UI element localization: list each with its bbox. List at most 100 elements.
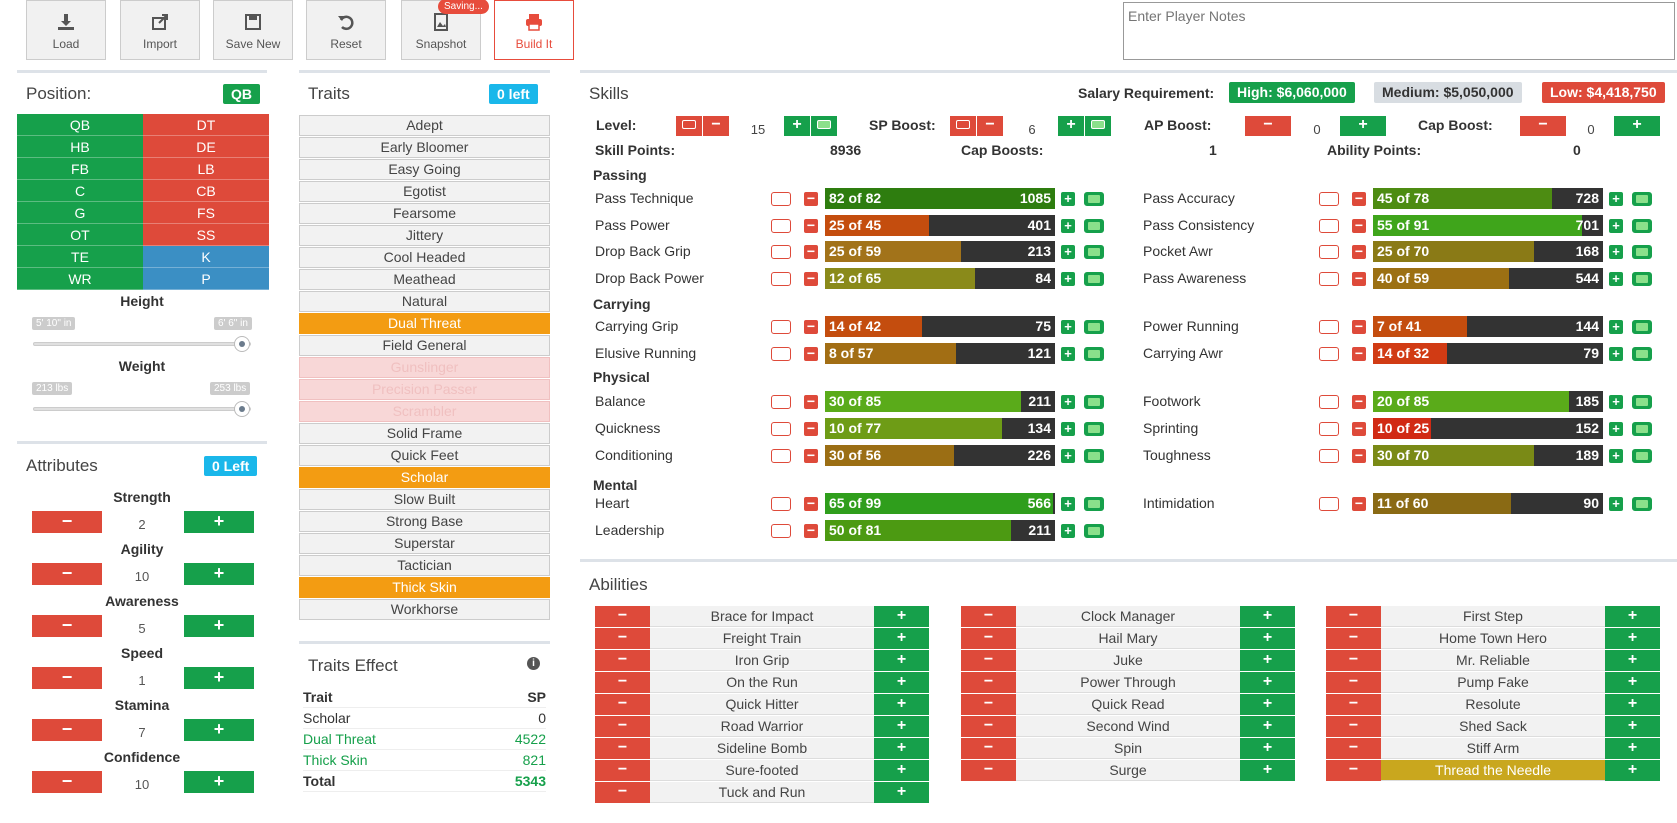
ability-pump-fake-minus-button[interactable]: − — [1326, 672, 1381, 693]
sp-boost-minus-button[interactable]: − — [977, 116, 1003, 136]
level-plus-button[interactable]: + — [784, 116, 810, 136]
cap-boost-minus-button[interactable]: − — [1520, 116, 1566, 136]
ability-spin-minus-button[interactable]: − — [961, 738, 1016, 759]
position-wr[interactable]: WR — [17, 268, 143, 290]
pocket-awr-min-button[interactable] — [1319, 245, 1339, 259]
stamina-minus-button[interactable]: − — [32, 719, 102, 741]
ability-second-wind-minus-button[interactable]: − — [961, 716, 1016, 737]
pocket-awr-plus-button[interactable]: + — [1609, 245, 1623, 259]
pass-awareness-plus-button[interactable]: + — [1609, 272, 1623, 286]
leadership-plus-button[interactable]: + — [1061, 524, 1075, 538]
carrying-awr-max-button[interactable] — [1632, 347, 1652, 361]
sprinting-minus-button[interactable]: − — [1352, 421, 1366, 436]
ability-juke-plus-button[interactable]: + — [1240, 650, 1295, 671]
ability-brace-for-impact-minus-button[interactable]: − — [595, 606, 650, 627]
position-cb[interactable]: CB — [143, 180, 269, 202]
ability-freight-train-minus-button[interactable]: − — [595, 628, 650, 649]
ability-road-warrior-plus-button[interactable]: + — [874, 716, 929, 737]
pass-consistency-minus-button[interactable]: − — [1352, 218, 1366, 233]
position-ot[interactable]: OT — [17, 224, 143, 246]
pass-power-minus-button[interactable]: − — [804, 218, 818, 233]
agility-value[interactable]: 10 — [102, 563, 182, 585]
snapshot-button[interactable]: Saving... Snapshot — [401, 0, 489, 60]
footwork-minus-button[interactable]: − — [1352, 394, 1366, 409]
drop-back-grip-max-button[interactable] — [1084, 245, 1104, 259]
balance-max-button[interactable] — [1084, 395, 1104, 409]
awareness-value[interactable]: 5 — [102, 615, 182, 637]
ability-hail-mary-plus-button[interactable]: + — [1240, 628, 1295, 649]
strength-plus-button[interactable]: + — [184, 511, 254, 533]
balance-minus-button[interactable]: − — [804, 394, 818, 409]
ability-first-step[interactable]: First Step — [1381, 606, 1605, 627]
trait-slow-built[interactable]: Slow Built — [299, 489, 550, 510]
pass-power-min-button[interactable] — [771, 219, 791, 233]
stamina-value[interactable]: 7 — [102, 719, 182, 741]
ability-juke[interactable]: Juke — [1016, 650, 1240, 671]
stamina-plus-button[interactable]: + — [184, 719, 254, 741]
position-c[interactable]: C — [17, 180, 143, 202]
ability-quick-hitter[interactable]: Quick Hitter — [650, 694, 874, 715]
ability-clock-manager-plus-button[interactable]: + — [1240, 606, 1295, 627]
cap-boost-plus-button[interactable]: + — [1614, 116, 1660, 136]
carrying-awr-plus-button[interactable]: + — [1609, 347, 1623, 361]
trait-natural[interactable]: Natural — [299, 291, 550, 312]
drop-back-power-minus-button[interactable]: − — [804, 271, 818, 286]
ability-spin-plus-button[interactable]: + — [1240, 738, 1295, 759]
height-slider[interactable] — [33, 342, 251, 346]
footwork-min-button[interactable] — [1319, 395, 1339, 409]
sp-boost-max-button[interactable] — [1085, 116, 1111, 136]
ability-sure-footed[interactable]: Sure-footed — [650, 760, 874, 781]
ability-freight-train-plus-button[interactable]: + — [874, 628, 929, 649]
trait-thick-skin[interactable]: Thick Skin — [299, 577, 550, 598]
quickness-min-button[interactable] — [771, 422, 791, 436]
position-hb[interactable]: HB — [17, 136, 143, 158]
build-it-button[interactable]: Build It — [494, 0, 574, 60]
intimidation-plus-button[interactable]: + — [1609, 497, 1623, 511]
trait-dual-threat[interactable]: Dual Threat — [299, 313, 550, 334]
ability-pump-fake[interactable]: Pump Fake — [1381, 672, 1605, 693]
position-qb[interactable]: QB — [17, 114, 143, 136]
pass-awareness-minus-button[interactable]: − — [1352, 271, 1366, 286]
ability-mr-reliable-plus-button[interactable]: + — [1605, 650, 1660, 671]
drop-back-power-min-button[interactable] — [771, 272, 791, 286]
trait-scholar[interactable]: Scholar — [299, 467, 550, 488]
ability-quick-hitter-plus-button[interactable]: + — [874, 694, 929, 715]
sp-boost-plus-button[interactable]: + — [1058, 116, 1084, 136]
trait-solid-frame[interactable]: Solid Frame — [299, 423, 550, 444]
pass-technique-minus-button[interactable]: − — [804, 191, 818, 206]
strength-minus-button[interactable]: − — [32, 511, 102, 533]
ability-clock-manager-minus-button[interactable]: − — [961, 606, 1016, 627]
ability-spin[interactable]: Spin — [1016, 738, 1240, 759]
level-value[interactable]: 15 — [750, 122, 766, 137]
trait-easy-going[interactable]: Easy Going — [299, 159, 550, 180]
ability-tuck-and-run-plus-button[interactable]: + — [874, 782, 929, 803]
toughness-minus-button[interactable]: − — [1352, 448, 1366, 463]
trait-precision-passer[interactable]: Precision Passer — [299, 379, 550, 400]
ability-stiff-arm-plus-button[interactable]: + — [1605, 738, 1660, 759]
ability-sideline-bomb-plus-button[interactable]: + — [874, 738, 929, 759]
position-g[interactable]: G — [17, 202, 143, 224]
intimidation-max-button[interactable] — [1632, 497, 1652, 511]
agility-minus-button[interactable]: − — [32, 563, 102, 585]
ability-sure-footed-plus-button[interactable]: + — [874, 760, 929, 781]
level-min-button[interactable] — [676, 116, 702, 136]
ability-first-step-minus-button[interactable]: − — [1326, 606, 1381, 627]
ability-thread-the-needle[interactable]: Thread the Needle — [1381, 760, 1605, 781]
leadership-minus-button[interactable]: − — [804, 523, 818, 538]
position-te[interactable]: TE — [17, 246, 143, 268]
balance-min-button[interactable] — [771, 395, 791, 409]
pass-awareness-min-button[interactable] — [1319, 272, 1339, 286]
trait-egotist[interactable]: Egotist — [299, 181, 550, 202]
pass-power-max-button[interactable] — [1084, 219, 1104, 233]
trait-workhorse[interactable]: Workhorse — [299, 599, 550, 620]
import-button[interactable]: Import — [120, 0, 200, 60]
sprinting-plus-button[interactable]: + — [1609, 422, 1623, 436]
pass-accuracy-minus-button[interactable]: − — [1352, 191, 1366, 206]
trait-tactician[interactable]: Tactician — [299, 555, 550, 576]
sprinting-min-button[interactable] — [1319, 422, 1339, 436]
ability-shed-sack-plus-button[interactable]: + — [1605, 716, 1660, 737]
ability-resolute-minus-button[interactable]: − — [1326, 694, 1381, 715]
ability-freight-train[interactable]: Freight Train — [650, 628, 874, 649]
conditioning-min-button[interactable] — [771, 449, 791, 463]
heart-plus-button[interactable]: + — [1061, 497, 1075, 511]
